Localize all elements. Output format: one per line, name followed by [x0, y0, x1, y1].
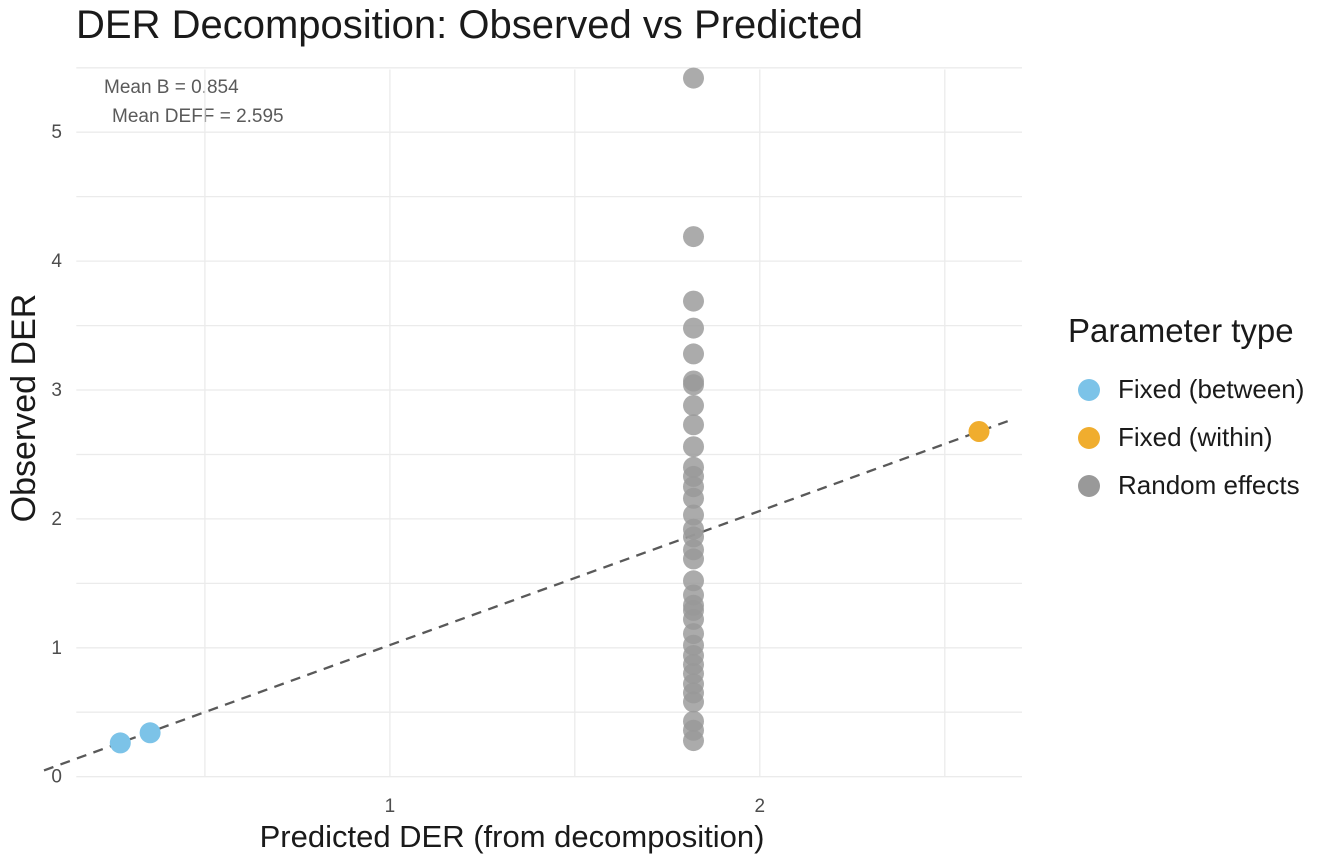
svg-text:5: 5 [51, 122, 62, 143]
svg-text:3: 3 [51, 380, 62, 401]
svg-text:0: 0 [51, 767, 62, 788]
svg-text:1: 1 [385, 796, 396, 817]
svg-text:2: 2 [755, 796, 766, 817]
svg-text:4: 4 [51, 251, 62, 272]
svg-text:2: 2 [51, 509, 62, 530]
svg-text:1: 1 [51, 638, 62, 659]
